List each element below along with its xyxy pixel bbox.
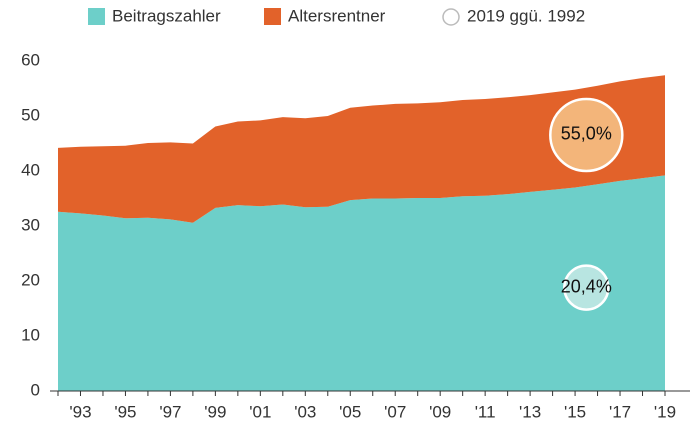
- x-tick-label: '07: [384, 402, 406, 421]
- legend-label: Altersrentner: [288, 6, 386, 25]
- x-tick-label: '01: [249, 402, 271, 421]
- x-tick-label: '95: [114, 402, 136, 421]
- y-tick-label: 60: [21, 50, 40, 69]
- y-tick-label: 40: [21, 160, 40, 179]
- x-tick-label: '15: [564, 402, 586, 421]
- legend-swatch: [442, 8, 460, 26]
- annotation: 55,0%: [561, 124, 612, 144]
- annotation: 20,4%: [561, 276, 612, 296]
- legend-label: 2019 ggü. 1992: [467, 6, 585, 25]
- x-tick-label: '09: [429, 402, 451, 421]
- legend: Beitragszahler Altersrentner 2019 ggü. 1…: [88, 6, 585, 26]
- x-tick-label: '05: [339, 402, 361, 421]
- y-tick-label: 20: [21, 270, 40, 289]
- y-tick-label: 0: [31, 380, 40, 399]
- x-tick-label: '99: [204, 402, 226, 421]
- area: [58, 175, 665, 391]
- x-tick-label: '97: [159, 402, 181, 421]
- area: [58, 75, 665, 223]
- y-tick-label: 10: [21, 325, 40, 344]
- legend-label: Beitragszahler: [112, 6, 221, 25]
- x-tick-label: '93: [69, 402, 91, 421]
- y-tick-label: 30: [21, 215, 40, 234]
- x-tick-label: '17: [609, 402, 631, 421]
- x-tick-label: '11: [475, 402, 496, 421]
- legend-swatch: [88, 8, 105, 25]
- y-tick-label: 50: [21, 105, 40, 124]
- comparison-bubble: [549, 97, 624, 173]
- x-tick-label: '19: [654, 402, 676, 421]
- x-tick-label: '13: [519, 402, 541, 421]
- comparison-bubble: [563, 264, 610, 311]
- x-tick-label: '03: [294, 402, 316, 421]
- legend-swatch: [264, 8, 281, 25]
